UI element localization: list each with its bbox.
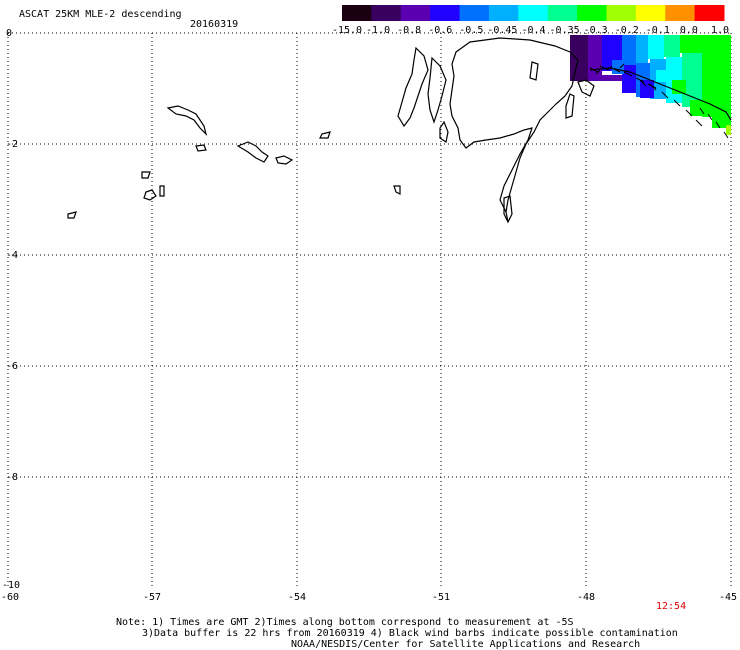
colorbar-label: -0.8 xyxy=(397,25,422,36)
colorbar-swatch xyxy=(430,5,461,21)
wind-barbs xyxy=(589,63,729,139)
x-tick-4: -48 xyxy=(576,592,596,603)
map-title: ASCAT 25KM MLE-2 descending xyxy=(19,9,182,20)
x-tick-0: -60 xyxy=(0,592,20,603)
colorbar-swatch xyxy=(488,5,519,21)
colorbar-label: -0.1 xyxy=(645,25,670,36)
colorbar-swatch xyxy=(400,5,431,21)
y-tick-0: 0 xyxy=(6,28,13,39)
colorbar-label: -0.3 xyxy=(583,25,608,36)
colorbar-label: 1.0 xyxy=(710,25,730,36)
colorbar-swatch xyxy=(342,5,372,21)
map-date: 20160319 xyxy=(190,19,239,30)
y-tick-5: -10 xyxy=(2,580,21,591)
y-tick-1: -2 xyxy=(6,139,19,150)
note-line-3: NOAA/NESDIS/Center for Satellite Applica… xyxy=(291,639,641,650)
colorbar-swatch xyxy=(635,5,666,21)
colorbar-swatch xyxy=(694,5,725,21)
colorbar-label: -0.2 xyxy=(614,25,639,36)
note-line-2: 3)Data buffer is 22 hrs from 20160319 4)… xyxy=(142,628,678,639)
colorbar xyxy=(342,5,725,21)
colorbar-swatch xyxy=(547,5,578,21)
timestamp: 12:54 xyxy=(656,601,687,612)
y-tick-4: -8 xyxy=(6,472,19,483)
x-tick-1: -57 xyxy=(142,592,162,603)
colorbar-swatch xyxy=(606,5,637,21)
colorbar-label: -1.0 xyxy=(366,25,391,36)
colorbar-swatch xyxy=(518,5,549,21)
x-tick-3: -51 xyxy=(431,592,451,603)
coastlines xyxy=(67,37,732,224)
wind-swath xyxy=(570,35,731,135)
colorbar-swatch xyxy=(371,5,402,21)
colorbar-label: -15.0 xyxy=(331,25,363,36)
colorbar-label: -0.4 xyxy=(521,25,546,36)
colorbar-label: -0.35 xyxy=(549,25,580,36)
colorbar-label: -0.5 xyxy=(459,25,484,36)
x-tick-5: -45 xyxy=(718,592,738,603)
colorbar-swatch xyxy=(459,5,490,21)
note-line-1: Note: 1) Times are GMT 2)Times along bot… xyxy=(116,617,574,628)
colorbar-swatch xyxy=(665,5,696,21)
colorbar-swatch xyxy=(577,5,607,21)
colorbar-label: -0.45 xyxy=(487,25,518,36)
y-tick-2: -4 xyxy=(6,250,19,261)
colorbar-label: 0.0 xyxy=(679,25,698,36)
y-tick-3: -6 xyxy=(6,361,19,372)
x-tick-2: -54 xyxy=(287,592,307,603)
colorbar-label: -0.6 xyxy=(428,25,453,36)
gridlines xyxy=(7,32,732,588)
